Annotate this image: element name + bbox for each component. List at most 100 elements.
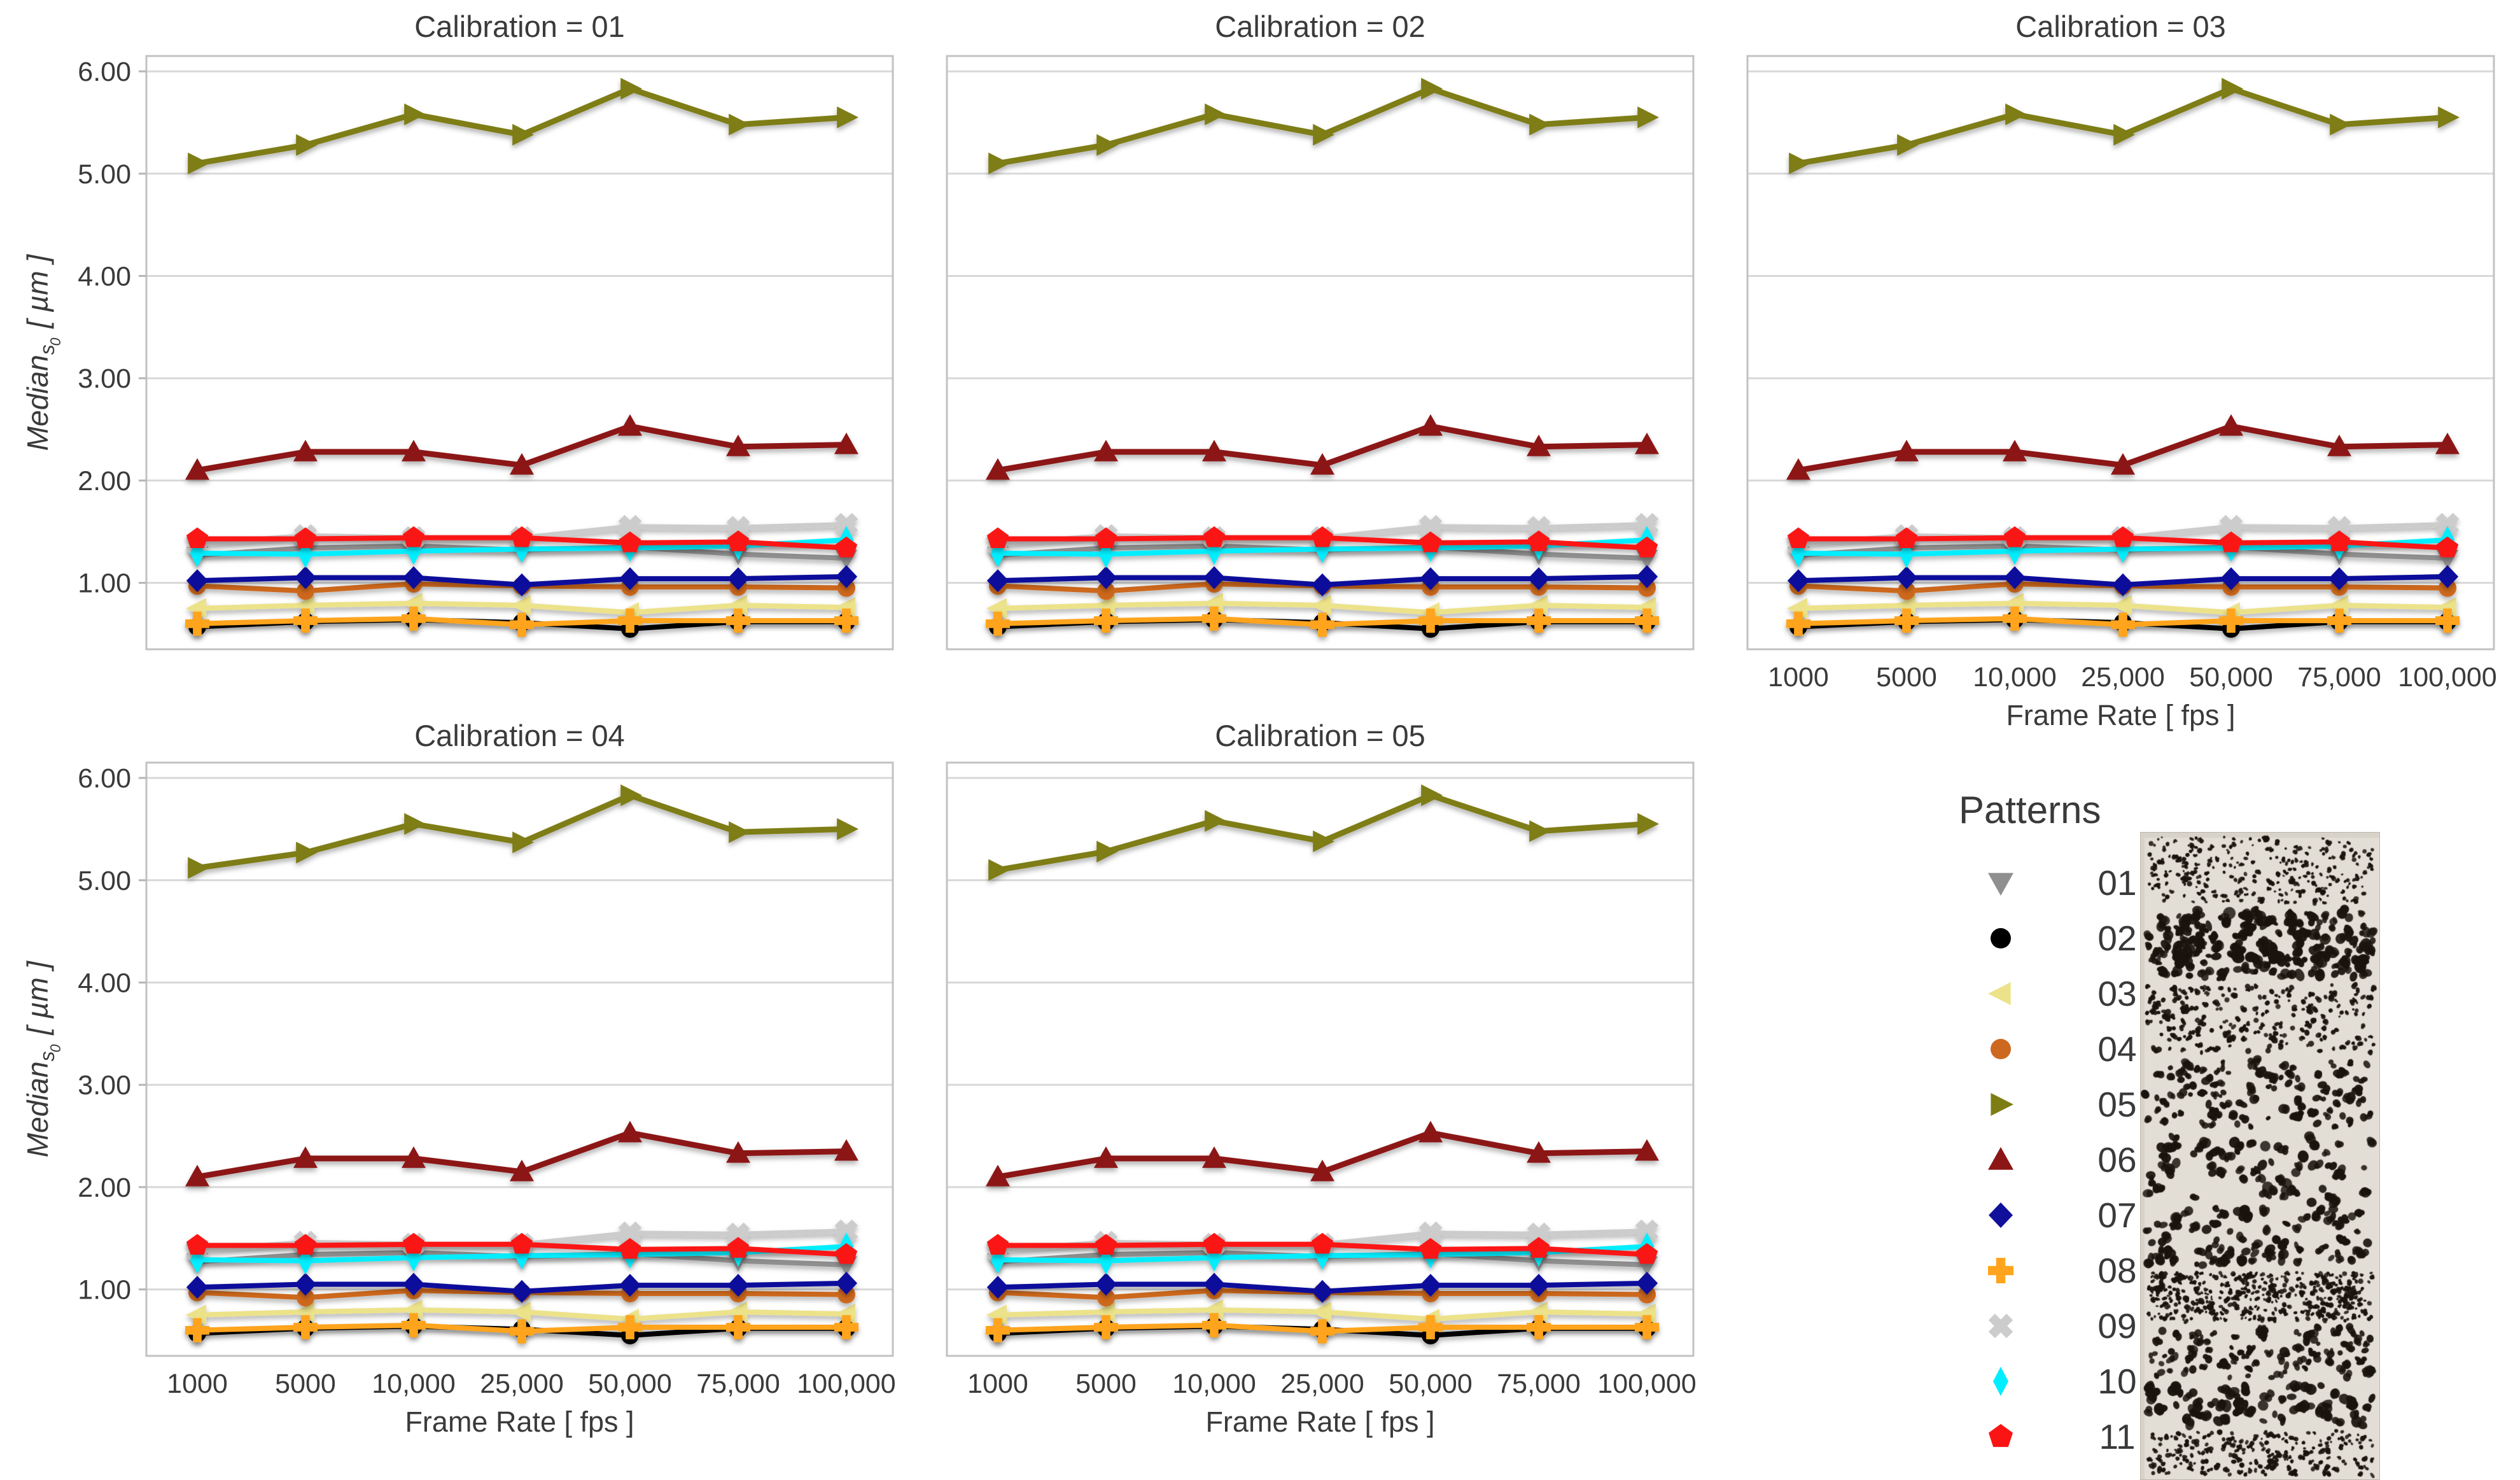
legend-item-pattern-01: 01 [1959, 855, 2226, 910]
marker-pattern-08 [2435, 609, 2460, 633]
series-pattern-11 [986, 1232, 1658, 1264]
marker-pattern-06 [1310, 453, 1334, 475]
marker-pattern-03 [2111, 595, 2132, 616]
x-tick-label: 50,000 [588, 1369, 672, 1399]
facet-plot-03: 1000 5000 10,000 25,000 50,000 75,000 100,000 [1746, 55, 2497, 693]
marker-pattern-10 [990, 1246, 1005, 1274]
legend-item-label: 01 [2097, 863, 2137, 903]
legend-item-label: 08 [2097, 1250, 2137, 1290]
marker-pattern-06 [1418, 414, 1443, 436]
legend-marker-icon [1991, 1038, 2011, 1059]
series-pattern-08 [986, 1313, 1659, 1344]
speckle-pattern-image [2140, 832, 2380, 1480]
legend-item-pattern-04: 04 [1959, 1021, 2226, 1076]
marker-pattern-07 [1527, 1274, 1550, 1297]
x-tick-label: 1000 [967, 1369, 1028, 1399]
marker-pattern-03 [1311, 1301, 1332, 1323]
marker-pattern-03 [510, 1301, 531, 1323]
marker-pattern-11 [2003, 526, 2026, 547]
marker-pattern-11 [1635, 1243, 1658, 1264]
marker-pattern-10 [990, 539, 1005, 567]
marker-pattern-06 [834, 432, 858, 455]
series-line-pattern-05 [1798, 85, 2448, 167]
x-tick-label: 10,000 [1172, 1369, 1256, 1399]
marker-pattern-11 [1419, 1237, 1442, 1259]
marker-pattern-09 [1418, 514, 1443, 539]
marker-pattern-08 [293, 609, 318, 633]
marker-pattern-06 [834, 1139, 858, 1161]
marker-pattern-11 [294, 1234, 317, 1255]
marker-pattern-06 [2327, 434, 2351, 456]
marker-pattern-05 [512, 123, 534, 146]
y-tick-label: 4.00 [78, 968, 131, 999]
marker-pattern-06 [2435, 432, 2460, 455]
legend-marker-icon [1988, 1257, 2013, 1283]
marker-pattern-11 [1095, 527, 1117, 549]
x-tick-label: 75,000 [1497, 1369, 1581, 1399]
y-tick-label: 5.00 [78, 159, 131, 190]
marker-pattern-06 [1527, 1141, 1551, 1163]
marker-pattern-06 [1635, 432, 1659, 455]
marker-pattern-11 [1203, 526, 1226, 547]
marker-pattern-06 [1202, 1146, 1226, 1168]
marker-pattern-05 [512, 831, 534, 854]
marker-pattern-11 [619, 1237, 641, 1259]
y-tick-label: 2.00 [78, 1173, 131, 1203]
legend-item-label: 02 [2097, 918, 2137, 958]
marker-pattern-11 [1095, 1234, 1117, 1255]
marker-pattern-05 [2222, 78, 2243, 100]
marker-pattern-08 [1527, 1315, 1551, 1339]
marker-pattern-06 [1418, 1120, 1443, 1143]
series-pattern-06 [185, 1120, 858, 1187]
x-tick-label: 10,000 [372, 1369, 456, 1399]
x-axis-label: Frame Rate [ fps ] [2006, 699, 2236, 731]
marker-pattern-05 [837, 818, 858, 840]
marker-pattern-06 [1310, 1159, 1334, 1181]
panel-title-calibration-04: Calibration = 04 [414, 719, 625, 752]
marker-pattern-06 [293, 439, 318, 462]
marker-pattern-06 [986, 1164, 1010, 1187]
legend-item-label: 10 [2097, 1361, 2137, 1401]
series-pattern-08 [1786, 606, 2460, 637]
marker-pattern-11 [186, 527, 209, 549]
panel-border [1746, 55, 2495, 651]
marker-pattern-10 [1098, 540, 1114, 568]
legend-marker-icon [1988, 1146, 2013, 1170]
marker-pattern-11 [402, 526, 425, 547]
marker-pattern-08 [1635, 609, 1659, 633]
marker-pattern-10 [514, 1241, 529, 1270]
series-line-pattern-05 [997, 792, 1648, 873]
marker-pattern-08 [510, 1319, 534, 1344]
marker-pattern-05 [988, 152, 1010, 174]
marker-pattern-06 [293, 1146, 318, 1168]
series-pattern-11 [1787, 526, 2459, 558]
x-tick-label: 50,000 [1389, 1369, 1473, 1399]
marker-pattern-05 [404, 813, 426, 835]
marker-pattern-11 [835, 536, 858, 558]
marker-pattern-11 [986, 1234, 1009, 1255]
panel-border [145, 55, 894, 651]
legend-item-pattern-09: 09 [1959, 1298, 2226, 1353]
marker-pattern-08 [834, 609, 858, 633]
marker-pattern-05 [1421, 78, 1443, 100]
x-tick-label: 75,000 [2297, 662, 2381, 693]
series-pattern-08 [185, 606, 858, 637]
marker-pattern-08 [1094, 609, 1118, 633]
legend-item-pattern-07: 07 [1959, 1187, 2226, 1243]
marker-pattern-06 [1894, 439, 1919, 462]
series-pattern-06 [986, 414, 1659, 480]
marker-pattern-08 [2219, 609, 2243, 633]
marker-pattern-05 [988, 859, 1010, 881]
marker-pattern-09 [2219, 514, 2243, 539]
legend-item-pattern-06: 06 [1959, 1132, 2226, 1187]
marker-pattern-06 [510, 453, 534, 475]
x-tick-label: 25,000 [1280, 1369, 1364, 1399]
marker-pattern-09 [618, 1221, 642, 1245]
marker-pattern-11 [1895, 527, 1918, 549]
y-tick-label: 1.00 [78, 1275, 131, 1306]
marker-pattern-08 [2327, 609, 2351, 633]
marker-pattern-09 [618, 514, 642, 539]
marker-pattern-05 [1637, 813, 1659, 835]
y-tick-label: 1.00 [78, 568, 131, 599]
marker-pattern-07 [1419, 567, 1442, 591]
